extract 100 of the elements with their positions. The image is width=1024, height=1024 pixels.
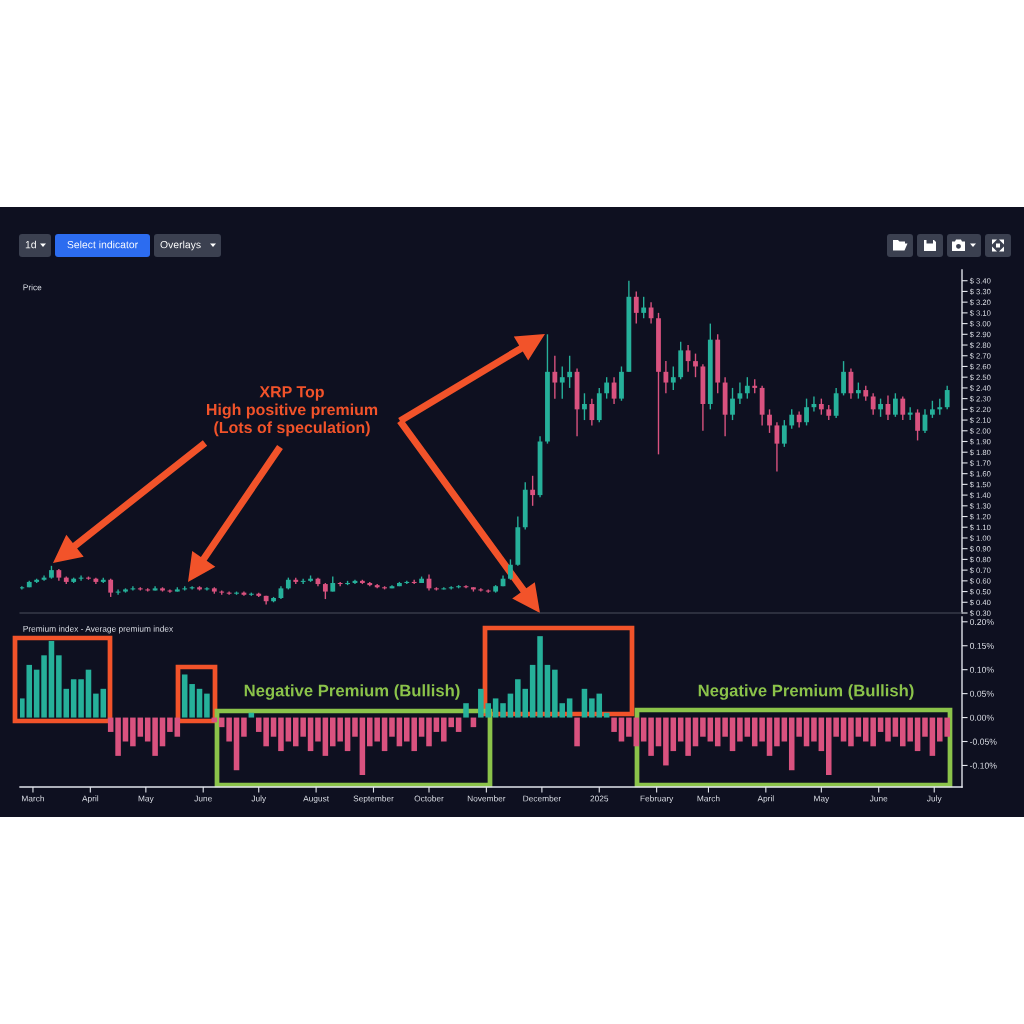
bar [315,717,321,742]
candlestick [833,387,839,419]
bar [278,717,284,752]
bar [685,717,691,756]
candlestick [767,408,772,434]
y-tick-label: -0.05% [970,738,997,745]
x-tick-label: June [194,795,212,802]
bar [78,679,84,718]
candlestick [944,385,950,411]
y-tick-label: 0.00% [969,714,994,721]
bar [196,688,203,718]
bar [463,703,469,718]
x-tick-label: September [353,795,394,804]
y-tick-label: -0.10% [970,762,997,769]
bar [581,688,588,718]
bar [167,717,173,732]
x-tick-label: June [869,795,888,802]
bar [352,717,358,737]
bar [566,698,573,718]
bar [181,674,188,718]
candlestick [167,588,173,594]
x-tick-label: December [523,795,561,802]
bar [618,717,625,742]
bar [270,717,277,737]
bar [285,717,292,742]
candlestick [781,419,787,448]
text: Premium index - Average premium index [23,625,174,634]
bar [174,717,181,737]
candlestick [693,352,698,378]
x-tick-label: March [22,795,44,802]
x-tick-label: July [251,795,267,804]
bar [574,717,580,747]
candlestick [530,475,536,507]
y-tick-label: 0.05% [969,690,994,697]
candlestick [552,355,558,400]
bar [737,717,743,742]
bar [418,717,425,737]
x-tick-label: April [757,795,774,804]
y-tick-label: 0.15% [969,642,994,649]
x-tick-label: October [414,795,444,802]
candlestick [567,355,573,389]
bar [248,712,255,718]
bar [811,717,817,742]
bar [85,669,92,718]
bar [707,717,714,742]
bar [663,717,669,766]
bar [389,717,395,737]
bar [122,717,129,742]
y-tick-label: 0.20% [969,618,994,625]
bar [33,669,40,718]
bar [774,717,780,747]
bar [93,693,99,718]
x-tick-label: 2025 [590,795,609,802]
candlestick [130,585,136,592]
x-tick-label: April [82,795,99,804]
bar [759,717,765,742]
bar [677,717,684,742]
bar [781,717,788,742]
bar [144,717,151,742]
candlestick [478,587,484,593]
bar [241,717,247,737]
bar [115,717,121,756]
candlestick [108,578,114,598]
x-tick-label: November [467,795,506,802]
bar [48,640,55,718]
bar [892,717,899,737]
bar [611,717,617,732]
candlestick [633,290,639,325]
candlestick [796,410,802,429]
bar [492,698,499,718]
text: Overlays [160,240,201,251]
bar [189,684,195,718]
annotation: Negative Premium (Bullish) [698,684,914,700]
bar [152,717,158,756]
candlestick [804,397,809,427]
bar [500,703,506,718]
candlestick [300,578,306,585]
bar [507,693,514,718]
candlestick [508,558,513,581]
x-tick-label: May [814,795,830,804]
candlestick [641,296,647,319]
annotation: Negative Premium (Bullish) [244,684,460,700]
x-tick-label: August [303,795,330,804]
candlestick [730,387,735,421]
text: 1d [25,240,36,249]
candlestick [226,590,232,596]
candlestick [589,397,595,427]
text: Price [23,284,42,291]
bar [848,717,854,747]
bar [855,717,862,737]
bar [885,717,891,742]
bar [603,712,610,718]
bar [744,717,751,737]
x-tick-label: March [697,795,720,802]
bar [137,717,144,737]
bar [100,688,107,718]
bar [722,717,728,737]
candlestick [841,360,846,397]
x-tick-label: February [640,795,674,804]
candlestick [900,395,906,421]
